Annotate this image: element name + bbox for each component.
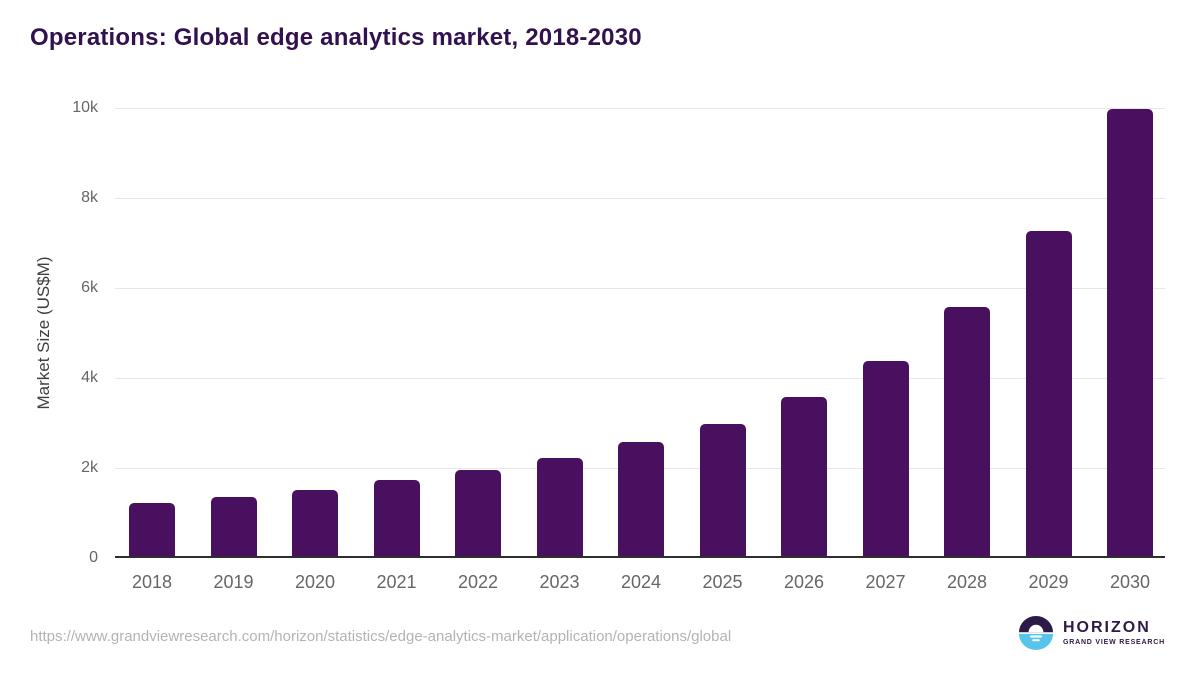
logo-subtitle: GRAND VIEW RESEARCH xyxy=(1063,639,1165,646)
x-tick-label-2019: 2019 xyxy=(213,572,254,592)
x-tick-label-2020: 2020 xyxy=(294,572,336,592)
x-tick-label-2029: 2029 xyxy=(1028,572,1069,592)
x-tick-label-2023: 2023 xyxy=(539,572,580,592)
bar-2021 xyxy=(373,479,420,556)
logo-name: HORIZON xyxy=(1063,619,1151,636)
y-axis-ticks: 0 2k 4k 6k 8k 10k xyxy=(0,99,98,566)
bar-2018 xyxy=(129,503,175,556)
x-tick-label-2030: 2030 xyxy=(1109,572,1151,592)
gridline-10k xyxy=(115,108,1165,109)
bar-2029 xyxy=(1025,230,1072,556)
bar-2024 xyxy=(618,442,664,556)
y-tick-label-2k: 2k xyxy=(81,459,98,476)
y-tick-label-4k: 4k xyxy=(81,369,98,386)
bar-2023 xyxy=(536,457,583,556)
x-tick-label-2018: 2018 xyxy=(131,572,173,592)
gridline-6k xyxy=(115,288,1165,289)
y-tick-label-10k: 10k xyxy=(72,99,98,116)
x-tick-label-2027: 2027 xyxy=(865,572,906,592)
bar-2027 xyxy=(862,360,909,556)
x-tick-label-2025: 2025 xyxy=(702,572,743,592)
plot-area xyxy=(115,108,1165,558)
bar-2028 xyxy=(944,307,990,556)
gridline-4k xyxy=(115,378,1165,379)
chart-title: Operations: Global edge analytics market… xyxy=(30,24,642,51)
gridline-8k xyxy=(115,198,1165,199)
y-tick-label-6k: 6k xyxy=(81,279,98,296)
horizon-sunrise-icon xyxy=(1019,616,1053,650)
x-tick-label-2026: 2026 xyxy=(783,572,825,592)
bar-2026 xyxy=(781,397,827,556)
y-tick-label-0: 0 xyxy=(89,549,98,566)
x-tick-label-2021: 2021 xyxy=(376,572,417,592)
source-url: https://www.grandviewresearch.com/horizo… xyxy=(30,628,732,645)
horizon-logo: HORIZON GRAND VIEW RESEARCH xyxy=(1019,616,1165,650)
x-tick-label-2028: 2028 xyxy=(946,572,988,592)
bar-2019 xyxy=(210,497,257,556)
bar-2022 xyxy=(455,469,501,556)
bar-2020 xyxy=(292,489,338,556)
logo-text: HORIZON GRAND VIEW RESEARCH xyxy=(1063,619,1165,647)
y-tick-label-8k: 8k xyxy=(81,189,98,206)
x-tick-label-2024: 2024 xyxy=(620,572,662,592)
bar-2030 xyxy=(1107,109,1153,556)
bar-2025 xyxy=(699,424,746,556)
x-axis-ticks: 2018 2019 2020 2021 2022 2023 2024 2025 2026 2027… xyxy=(115,572,1165,596)
x-tick-label-2022: 2022 xyxy=(457,572,499,592)
